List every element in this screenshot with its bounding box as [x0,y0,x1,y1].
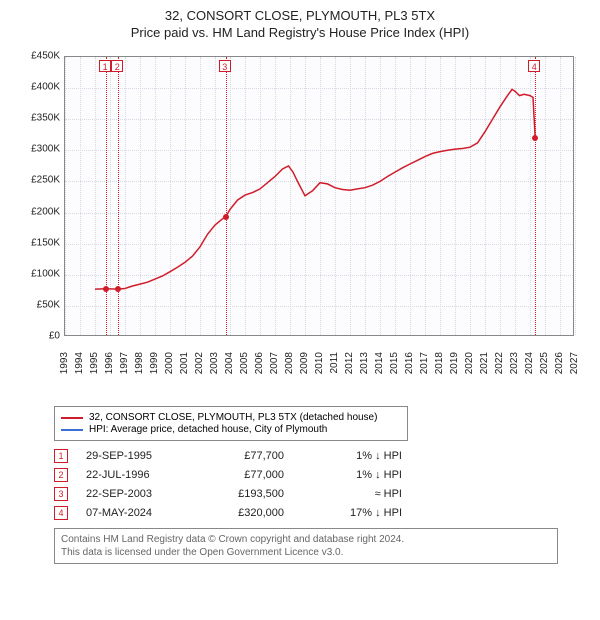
x-tick-label: 2012 [344,352,355,374]
transaction-row: 2 22-JUL-1996 £77,000 1% ↓ HPI [54,468,590,482]
x-tick-label: 2020 [464,352,475,374]
x-tick-label: 2006 [254,352,265,374]
y-tick-label: £100K [20,268,60,279]
x-tick-label: 2004 [224,352,235,374]
x-tick-label: 2026 [554,352,565,374]
x-tick-label: 2000 [164,352,175,374]
tx-price: £77,000 [204,469,284,481]
x-tick-label: 2007 [269,352,280,374]
tx-badge: 2 [54,468,68,482]
x-tick-label: 2013 [359,352,370,374]
x-tick-label: 2011 [329,352,340,374]
tx-hpi-diff: 17% ↓ HPI [302,507,402,519]
tx-hpi-diff: 1% ↓ HPI [302,450,402,462]
chart-area: £0 £50K £100K £150K £200K £250K £300K £350K £400… [20,46,580,376]
marker-badge: 4 [528,60,540,72]
x-tick-label: 2022 [494,352,505,374]
tx-date: 22-JUL-1996 [86,469,186,481]
price-series [65,57,575,337]
y-tick-label: £50K [20,299,60,310]
tx-badge: 4 [54,506,68,520]
x-tick-label: 2014 [374,352,385,374]
x-tick-label: 1999 [149,352,160,374]
x-tick-label: 2009 [299,352,310,374]
transaction-row: 1 29-SEP-1995 £77,700 1% ↓ HPI [54,449,590,463]
marker-badge: 2 [111,60,123,72]
transaction-row: 3 22-SEP-2003 £193,500 ≈ HPI [54,487,590,501]
tx-badge: 3 [54,487,68,501]
transaction-row: 4 07-MAY-2024 £320,000 17% ↓ HPI [54,506,590,520]
tx-badge: 1 [54,449,68,463]
chart-container: 32, CONSORT CLOSE, PLYMOUTH, PL3 5TX Pri… [0,0,600,574]
tx-date: 29-SEP-1995 [86,450,186,462]
y-tick-label: £250K [20,175,60,186]
legend-swatch-blue [61,429,83,431]
x-tick-label: 2005 [239,352,250,374]
x-tick-label: 2023 [509,352,520,374]
x-tick-label: 2003 [209,352,220,374]
x-tick-label: 1995 [89,352,100,374]
legend-row-hpi: HPI: Average price, detached house, City… [61,424,401,435]
y-tick-label: £150K [20,237,60,248]
x-tick-label: 2002 [194,352,205,374]
footer-attribution: Contains HM Land Registry data © Crown c… [54,528,558,564]
y-tick-label: £300K [20,144,60,155]
marker-badge: 3 [219,60,231,72]
tx-date: 22-SEP-2003 [86,488,186,500]
x-tick-label: 2008 [284,352,295,374]
x-tick-label: 2015 [389,352,400,374]
y-tick-label: £450K [20,51,60,62]
x-tick-label: 1998 [134,352,145,374]
y-tick-label: £200K [20,206,60,217]
legend-label-series: 32, CONSORT CLOSE, PLYMOUTH, PL3 5TX (de… [89,412,377,423]
legend-row-series: 32, CONSORT CLOSE, PLYMOUTH, PL3 5TX (de… [61,412,401,423]
x-tick-label: 2019 [449,352,460,374]
tx-date: 07-MAY-2024 [86,507,186,519]
title-block: 32, CONSORT CLOSE, PLYMOUTH, PL3 5TX Pri… [10,8,590,40]
y-tick-label: £0 [20,331,60,342]
legend: 32, CONSORT CLOSE, PLYMOUTH, PL3 5TX (de… [54,406,408,441]
x-tick-label: 2018 [434,352,445,374]
x-tick-label: 1993 [59,352,70,374]
footer-line1: Contains HM Land Registry data © Crown c… [61,533,551,546]
legend-swatch-red [61,417,83,419]
x-tick-label: 2017 [419,352,430,374]
plot-area [64,56,574,336]
x-tick-label: 1996 [104,352,115,374]
x-tick-label: 2010 [314,352,325,374]
x-tick-label: 1997 [119,352,130,374]
y-tick-label: £350K [20,113,60,124]
x-tick-label: 2027 [569,352,580,374]
x-tick-label: 2025 [539,352,550,374]
x-tick-label: 2016 [404,352,415,374]
tx-price: £77,700 [204,450,284,462]
subtitle: Price paid vs. HM Land Registry's House … [10,25,590,40]
marker-badge: 1 [99,60,111,72]
transaction-table: 1 29-SEP-1995 £77,700 1% ↓ HPI 2 22-JUL-1996 £… [54,449,590,520]
tx-hpi-diff: ≈ HPI [302,488,402,500]
x-tick-label: 1994 [74,352,85,374]
legend-label-hpi: HPI: Average price, detached house, City… [89,424,327,435]
y-tick-label: £400K [20,82,60,93]
tx-price: £320,000 [204,507,284,519]
footer-line2: This data is licensed under the Open Gov… [61,546,551,559]
x-tick-label: 2024 [524,352,535,374]
tx-hpi-diff: 1% ↓ HPI [302,469,402,481]
tx-price: £193,500 [204,488,284,500]
address-title: 32, CONSORT CLOSE, PLYMOUTH, PL3 5TX [10,8,590,23]
x-tick-label: 2001 [179,352,190,374]
x-tick-label: 2021 [479,352,490,374]
